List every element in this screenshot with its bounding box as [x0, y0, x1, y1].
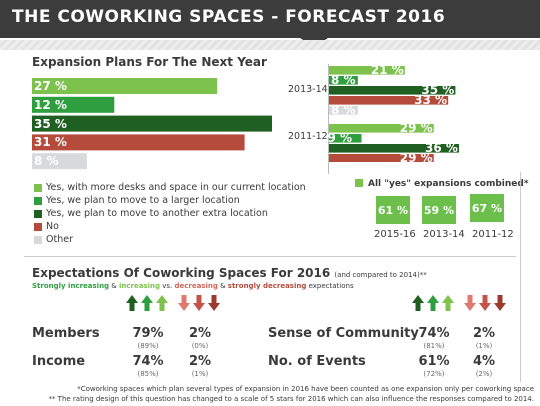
increase-arrows-icon [126, 295, 168, 311]
expectations-title-suffix: (and compared to 2014)** [334, 271, 427, 279]
metric-events-down: 4% [472, 354, 496, 369]
expectations-title-text: Expectations Of Coworking Spaces For 201… [32, 266, 331, 280]
footnote-2: ** The rating design of this question ha… [48, 395, 534, 403]
metric-members-down: 2% [188, 326, 212, 341]
metric-income-up-prev: (85%) [137, 370, 159, 378]
hist-bar-2011-12-no [329, 154, 434, 162]
metric-events-name: No. of Events [268, 354, 366, 369]
metric-income-down: 2% [188, 354, 212, 369]
metric-members-up-prev: (89%) [137, 342, 159, 350]
hist-bar-label-2013-14-no: 33 % [414, 93, 448, 107]
legend-strongly-increasing: Strongly increasing [32, 282, 110, 290]
expectations-title: Expectations Of Coworking Spaces For 201… [32, 266, 427, 280]
legend-tail: expectations [306, 282, 354, 290]
metric-income-down-prev: (1%) [191, 370, 209, 378]
expansion-chart-title: Expansion Plans For The Next Year [32, 55, 267, 69]
hist-bar-2013-14-other [329, 106, 358, 115]
bar-label-no: 31 % [34, 135, 67, 150]
legend-label-larger-location: Yes, we plan to move to a larger locatio… [46, 195, 240, 206]
legend-label-extra-location: Yes, we plan to move to another extra lo… [46, 208, 268, 219]
hist-bar-2011-12-current-location [329, 124, 434, 133]
combined-value-2013-14: 59 % [422, 196, 456, 224]
hist-bar-label-2011-12-other: 8 % [331, 161, 356, 175]
bar-current-location [32, 78, 218, 94]
bar-label-larger-location: 12 % [34, 97, 67, 112]
metric-community-down: 2% [472, 326, 496, 341]
striped-band [0, 40, 540, 50]
hist-bar-label-2011-12-current-location: 29 % [399, 121, 433, 135]
hist-bar-2013-14-current-location [329, 66, 405, 75]
combined-legend-swatch [355, 179, 363, 187]
hist-bar-label-2011-12-extra-location: 36 % [425, 141, 458, 155]
hist-bar-2013-14-extra-location [329, 86, 456, 95]
metric-community-up-prev: (81%) [423, 342, 445, 350]
metric-members-down-prev: (0%) [191, 342, 209, 350]
hist-bar-label-2011-12-larger-location: 9 % [327, 131, 353, 145]
legend-label-current-location: Yes, with more desks and space in our cu… [46, 182, 306, 193]
metric-community-up: 74% [418, 326, 450, 341]
legend-amp-2: & [217, 282, 228, 290]
historical-bar-chart [329, 66, 459, 162]
legend-swatch-no [34, 223, 42, 231]
metric-community-name: Sense of Community [268, 326, 419, 341]
combined-title: All "yes" expansions combined* [368, 179, 529, 189]
section-divider [24, 256, 516, 257]
metric-events-up: 61% [418, 354, 450, 369]
legend-decreasing: decreasing [174, 282, 218, 290]
combined-value-2011-12: 67 % [470, 194, 504, 222]
legend-swatch-current-location [34, 184, 42, 192]
legend-label-no: No [46, 221, 59, 232]
bar-label-current-location: 27 % [34, 79, 67, 93]
year-label-2013-14: 2013-14 [288, 84, 328, 95]
legend-strongly-decreasing: strongly decreasing [227, 282, 307, 290]
hist-bar-label-2013-14-larger-location: 8 % [331, 73, 356, 87]
metric-members-name: Members [32, 326, 100, 341]
footnote-1: *Coworking spaces which plan several typ… [77, 385, 534, 393]
hist-bar-2011-12-extra-location [329, 144, 459, 153]
bar-larger-location [32, 96, 115, 113]
hist-bar-label-2013-14-extra-location: 35 % [421, 83, 455, 97]
metric-community-down-prev: (1%) [475, 342, 493, 350]
metric-income-name: Income [32, 354, 86, 369]
right-panel-rule [328, 64, 329, 174]
hist-bar-label-2013-14-other: 8 % [331, 103, 356, 117]
legend-swatch-larger-location [34, 197, 42, 205]
bar-other [32, 153, 87, 170]
legend-increasing: increasing [118, 282, 160, 290]
page-title: THE COWORKING SPACES - FORECAST 2016 [12, 7, 446, 27]
year-label-2011-12: 2011-12 [288, 131, 328, 142]
bar-label-other: 8 % [34, 154, 59, 169]
decrease-arrows-icon-right [464, 295, 506, 311]
legend-swatch-extra-location [34, 210, 42, 218]
legend-amp-1: & [109, 282, 119, 290]
expectations-legend: Strongly increasing & increasing vs. dec… [32, 282, 354, 290]
metric-members-up: 79% [132, 326, 164, 341]
expansion-bar-chart [32, 78, 272, 170]
metric-events-up-prev: (72%) [423, 370, 445, 378]
legend-label-other: Other [46, 234, 73, 245]
bar-extra-location [32, 115, 272, 132]
legend-vs: vs. [160, 282, 175, 290]
hist-bar-2011-12-larger-location [329, 134, 362, 143]
combined-year-2013-14: 2013-14 [423, 229, 465, 240]
header-bar [0, 0, 540, 38]
bar-no [32, 134, 245, 151]
metric-events-down-prev: (2%) [475, 370, 493, 378]
decrease-arrows-icon [178, 295, 220, 311]
combined-year-2015-16: 2015-16 [374, 229, 416, 240]
combined-value-2015-16: 61 % [376, 196, 410, 224]
combined-year-2011-12: 2011-12 [472, 229, 514, 240]
legend-swatch-other [34, 236, 42, 244]
bar-label-extra-location: 35 % [34, 116, 67, 131]
hist-bar-label-2011-12-no: 29 % [399, 151, 433, 165]
increase-arrows-icon-right [412, 295, 454, 311]
hist-bar-label-2013-14-current-location: 21 % [370, 63, 404, 77]
hist-bar-2013-14-larger-location [329, 76, 358, 85]
metric-income-up: 74% [132, 354, 164, 369]
right-guide-line [520, 172, 521, 382]
hist-bar-2013-14-no [329, 96, 449, 105]
